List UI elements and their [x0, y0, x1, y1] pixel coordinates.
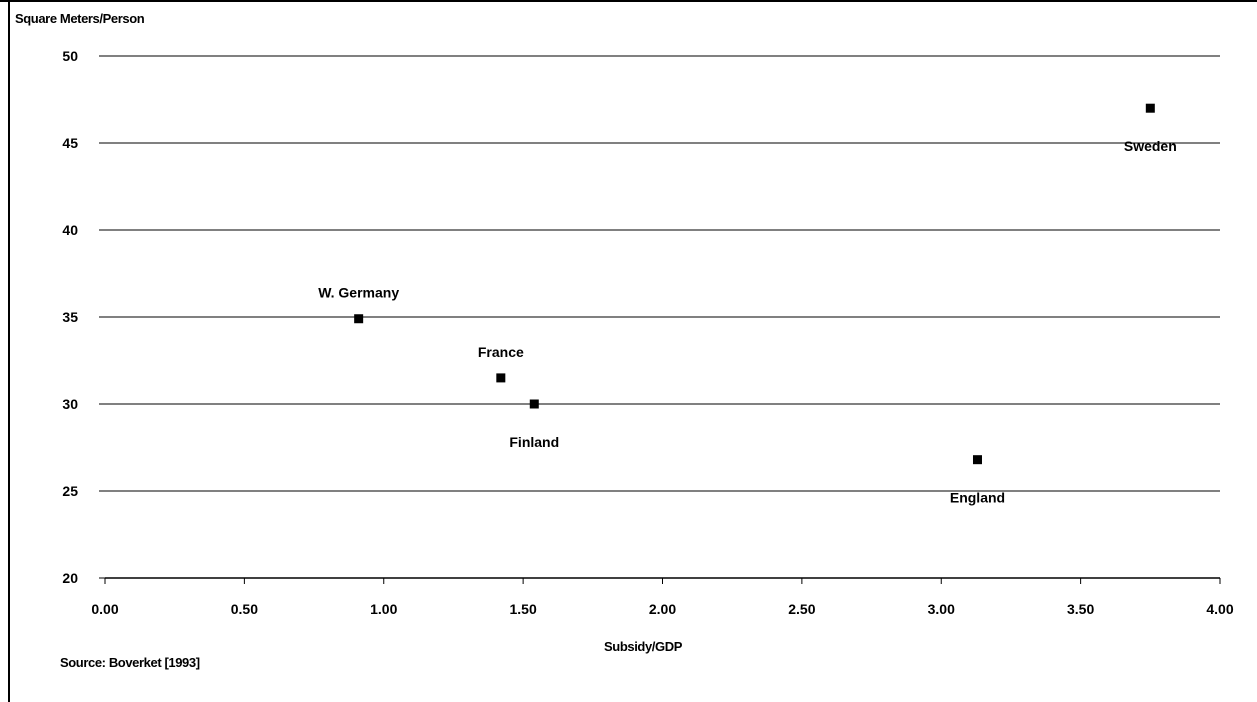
x-tick-label: 0.50 [231, 601, 258, 617]
point-label: W. Germany [318, 285, 399, 301]
y-axis-label: Square Meters/Person [15, 11, 145, 26]
x-axis-label: Subsidy/GDP [604, 639, 683, 654]
source-note: Source: Boverket [1993] [60, 655, 200, 670]
y-tick-label: 50 [62, 48, 78, 64]
data-point [972, 455, 982, 465]
y-tick-label: 35 [62, 309, 78, 325]
x-tick-label: 2.50 [788, 601, 815, 617]
y-tick-label: 45 [62, 135, 78, 151]
y-tick-label: 25 [62, 483, 78, 499]
point-labels: W. Germany France Finland England Sweden [318, 138, 1177, 505]
gridlines [105, 55, 1220, 492]
axes [99, 55, 1221, 584]
x-tick-label: 0.00 [91, 601, 118, 617]
y-tick-labels: 20 25 30 35 40 45 50 [62, 48, 78, 586]
data-point [1145, 103, 1155, 113]
point-label: Sweden [1124, 138, 1177, 154]
x-tick-label: 1.00 [370, 601, 397, 617]
x-tick-label: 1.50 [510, 601, 537, 617]
x-tick-labels: 0.00 0.50 1.00 1.50 2.00 2.50 3.00 3.50 4.00 [91, 601, 1233, 617]
data-point [529, 399, 539, 409]
y-tick-label: 20 [62, 570, 78, 586]
x-tick-label: 4.00 [1206, 601, 1233, 617]
x-tick-label: 3.00 [928, 601, 955, 617]
y-tick-label: 30 [62, 396, 78, 412]
data-point [354, 314, 364, 324]
point-label: England [950, 490, 1005, 506]
point-label: Finland [509, 434, 559, 450]
point-label: France [478, 344, 524, 360]
data-points [354, 103, 1155, 465]
x-tick-label: 3.50 [1067, 601, 1094, 617]
x-tick-label: 2.00 [649, 601, 676, 617]
y-tick-label: 40 [62, 222, 78, 238]
data-point [496, 373, 506, 383]
